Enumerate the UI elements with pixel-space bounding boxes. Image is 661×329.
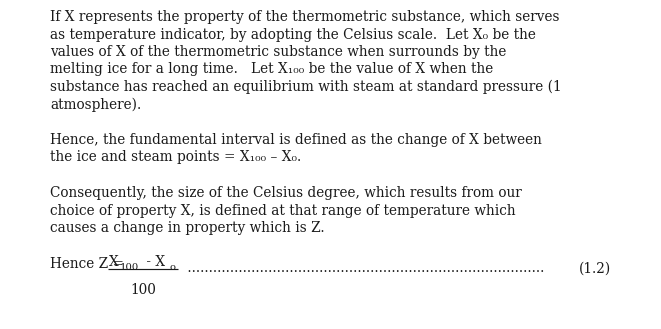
Text: Hence, the fundamental interval is defined as the change of X between: Hence, the fundamental interval is defin… (50, 133, 542, 147)
Text: choice of property X, is defined at that range of temperature which: choice of property X, is defined at that… (50, 204, 516, 217)
Text: causes a change in property which is Z.: causes a change in property which is Z. (50, 221, 325, 235)
Text: atmosphere).: atmosphere). (50, 97, 141, 112)
Text: 100: 100 (130, 283, 156, 296)
Text: (1.2): (1.2) (579, 262, 611, 275)
Text: values of X of the thermometric substance when surrounds by the: values of X of the thermometric substanc… (50, 45, 506, 59)
Text: substance has reached an equilibrium with steam at standard pressure (1: substance has reached an equilibrium wit… (50, 80, 562, 94)
Text: Hence Z =: Hence Z = (50, 257, 128, 270)
Text: ................................................................................: ........................................… (183, 262, 545, 275)
Text: the ice and steam points = X₁₀₀ – X₀.: the ice and steam points = X₁₀₀ – X₀. (50, 150, 301, 164)
Text: Consequently, the size of the Celsius degree, which results from our: Consequently, the size of the Celsius de… (50, 186, 522, 200)
Text: 100: 100 (120, 263, 139, 271)
Text: - X: - X (142, 255, 165, 268)
Text: melting ice for a long time.   Let X₁₀₀ be the value of X when the: melting ice for a long time. Let X₁₀₀ be… (50, 63, 493, 77)
Text: X: X (109, 255, 119, 268)
Text: o: o (169, 263, 175, 271)
Text: If X represents the property of the thermometric substance, which serves: If X represents the property of the ther… (50, 10, 559, 24)
Text: as temperature indicator, by adopting the Celsius scale.  Let X₀ be the: as temperature indicator, by adopting th… (50, 28, 536, 41)
